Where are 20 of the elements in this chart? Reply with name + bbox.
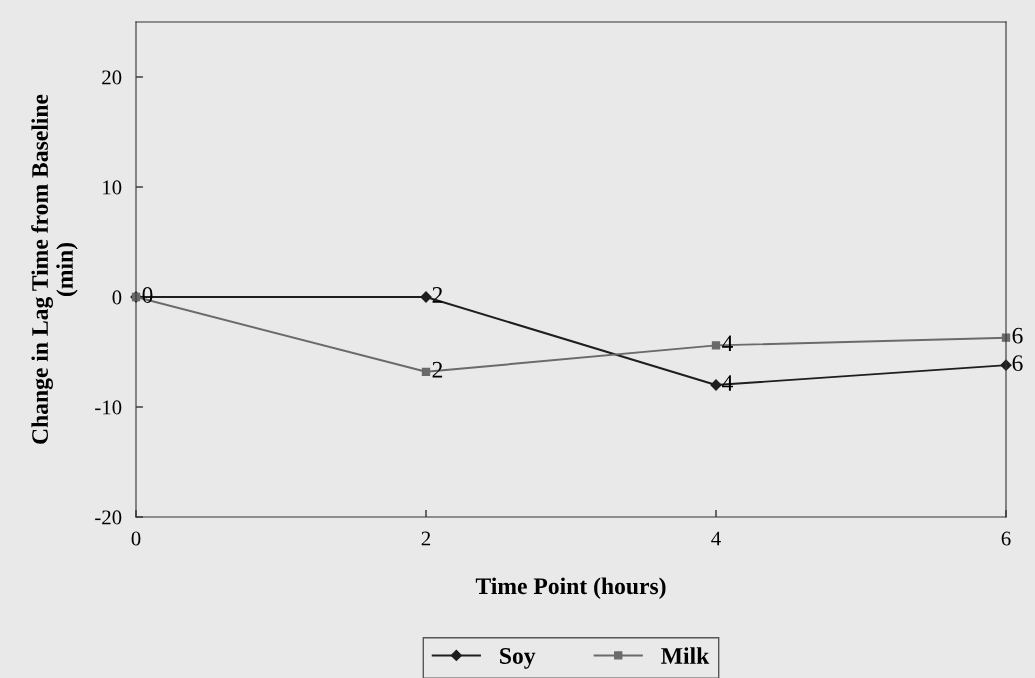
legend-label: Soy <box>500 648 536 669</box>
annotation: 6 <box>1012 327 1023 344</box>
x-tick-label: 4 <box>711 531 721 546</box>
x-tick-label: 6 <box>1001 531 1011 546</box>
y-tick-label: 10 <box>103 180 122 195</box>
x-axis-title: Time Point (hours) <box>475 577 666 599</box>
y-tick-label: 0 <box>112 290 122 305</box>
annotation: 2 <box>432 287 443 303</box>
annotation: 4 <box>722 335 733 352</box>
y-axis-title: Change in Lag Time from Baseline (min) <box>31 94 78 444</box>
y-tick-label: -20 <box>95 510 122 525</box>
point <box>711 341 721 350</box>
annotation: 6 <box>1012 355 1023 372</box>
annotation: 2 <box>432 361 443 378</box>
point <box>421 367 431 376</box>
y-tick-label: 20 <box>102 70 122 85</box>
x-tick-label: 0 <box>131 531 141 546</box>
legend-label: Milk <box>661 647 710 664</box>
y-tick-label: -10 <box>95 400 122 415</box>
x-tick-label: 2 <box>421 531 431 546</box>
